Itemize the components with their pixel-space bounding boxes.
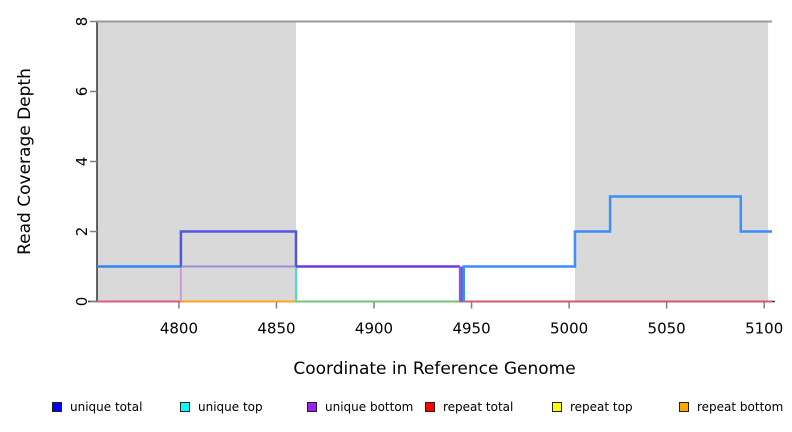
legend-item-repeat-total: repeat total [425, 400, 513, 414]
x-tick-label: 5100 [745, 320, 783, 338]
legend-item-repeat-bottom: repeat bottom [679, 400, 783, 414]
legend-label: unique top [198, 400, 263, 414]
legend-item-unique-bottom: unique bottom [307, 400, 413, 414]
x-tick-label: 5050 [648, 320, 686, 338]
x-tick-label: 4800 [160, 320, 198, 338]
legend-swatch-unique-top [180, 402, 190, 412]
legend-label: repeat top [570, 400, 633, 414]
legend-swatch-repeat-total [425, 402, 435, 412]
legend-label: repeat bottom [697, 400, 784, 414]
y-tick-label: 0 [73, 297, 91, 307]
legend-swatch-repeat-bottom [679, 402, 689, 412]
x-tick-label: 5000 [550, 320, 588, 338]
legend-label: unique total [70, 400, 143, 414]
x-axis-label: Coordinate in Reference Genome [293, 359, 575, 379]
chart-legend: unique total unique top unique bottom repea… [0, 400, 792, 420]
legend-swatch-repeat-top [552, 402, 562, 412]
legend-swatch-unique-bottom [307, 402, 317, 412]
y-tick-label: 8 [73, 17, 91, 27]
legend-item-unique-top: unique top [180, 400, 263, 414]
y-tick-label: 2 [73, 227, 91, 237]
x-tick-label: 4900 [355, 320, 393, 338]
x-tick-label: 4950 [452, 320, 490, 338]
legend-swatch-unique-total [52, 402, 62, 412]
legend-label: unique bottom [325, 400, 414, 414]
repeat-region-right [574, 21, 769, 302]
y-axis-label: Read Coverage Depth [15, 68, 35, 255]
legend-label: repeat total [443, 400, 514, 414]
unique-total-right [462, 195, 772, 302]
repeat-region-left [97, 21, 296, 302]
unique-total-peak [179, 230, 298, 267]
y-tick-label: 6 [73, 87, 91, 97]
legend-item-unique-total: unique total [52, 400, 142, 414]
y-tick-label: 4 [73, 157, 91, 167]
legend-item-repeat-top: repeat top [552, 400, 633, 414]
x-tick-label: 4850 [257, 320, 295, 338]
